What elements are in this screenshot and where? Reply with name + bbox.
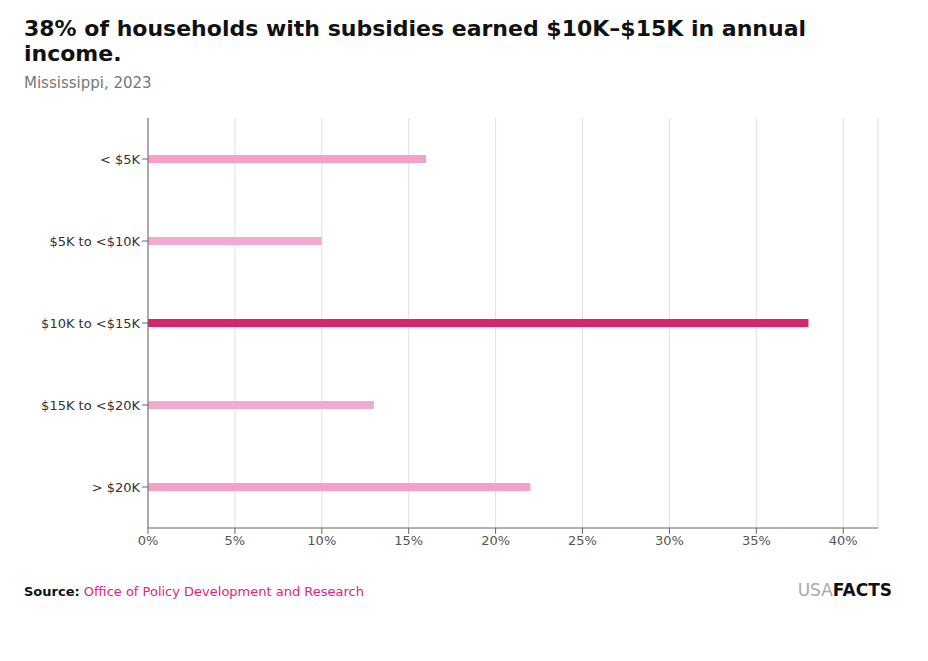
svg-text:$5K to <$10K: $5K to <$10K	[49, 234, 140, 249]
html-text:USA FACTS: USA FACTS	[797, 580, 892, 600]
svg-text:35%: 35%	[742, 533, 771, 548]
html-text:Mississippi, 2023: Mississippi, 2023	[24, 74, 152, 92]
svg-text:> $20K: > $20K	[92, 480, 141, 495]
svg-text:40%: 40%	[829, 533, 858, 548]
html-text:38% of households with subsidi: 38% of households with subsidies earned …	[24, 16, 806, 66]
svg-text:0%: 0%	[138, 533, 159, 548]
svg-text:< $5K: < $5K	[100, 152, 141, 167]
svg-text:5%: 5%	[225, 533, 246, 548]
svg-text:15%: 15%	[394, 533, 423, 548]
svg-text:$10K to <$15K: $10K to <$15K	[41, 316, 140, 331]
svg-text:20%: 20%	[481, 533, 510, 548]
html-text:Source: Office of Policy Devel: Source: Office of Policy Development and…	[24, 584, 364, 599]
svg-text:10%: 10%	[307, 533, 336, 548]
svg-text:30%: 30%	[655, 533, 684, 548]
svg-text:$15K to <$20K: $15K to <$20K	[41, 398, 140, 413]
svg-text:25%: 25%	[568, 533, 597, 548]
